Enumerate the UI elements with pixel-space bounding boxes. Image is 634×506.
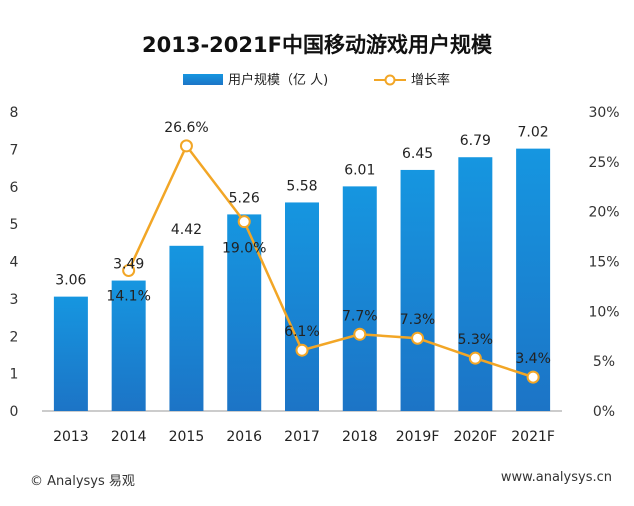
bar	[458, 157, 493, 411]
axes: 0 1 2 3 4 5 6 7 8 0% 5% 10% 15% 20% 25% 30% 2013 2014 2015…	[10, 105, 620, 445]
legend: 用户规模（亿 人) 增长率	[183, 72, 450, 88]
bar-value-label: 7.02	[518, 125, 549, 141]
growth-value-label: 6.1%	[284, 324, 320, 340]
legend-line-label: 增长率	[411, 72, 450, 88]
x-tick-label: 2020F	[453, 429, 497, 445]
footer-url: www.analysys.cn	[500, 470, 612, 485]
growth-value-label: 14.1%	[106, 288, 150, 304]
y-left-tick-label: 1	[10, 367, 19, 383]
x-tick-label: 2019F	[396, 429, 440, 445]
y-left-tick-label: 7	[10, 142, 19, 158]
growth-point	[122, 263, 136, 277]
y-right-tick-label: 30%	[588, 105, 619, 121]
bar-value-label: 6.45	[402, 146, 433, 162]
bar	[285, 202, 319, 411]
growth-point	[468, 351, 482, 365]
y-left-tick-label: 2	[10, 329, 19, 345]
growth-point	[295, 343, 309, 357]
growth-value-label: 7.3%	[400, 312, 436, 328]
growth-point	[237, 215, 251, 229]
y-left-tick-label: 8	[10, 105, 19, 121]
y-right-tick-label: 25%	[588, 155, 619, 171]
x-tick-label: 2018	[342, 429, 378, 445]
growth-value-label: 7.7%	[342, 308, 378, 324]
bar-series	[53, 148, 551, 411]
bar	[516, 148, 551, 411]
x-tick-label: 2017	[284, 429, 320, 445]
bar	[111, 280, 146, 411]
y-right-tick-label: 15%	[588, 255, 619, 271]
growth-value-label: 26.6%	[164, 120, 208, 136]
legend-bar-label: 用户规模（亿 人)	[228, 72, 328, 88]
y-left-tick-label: 3	[10, 292, 19, 308]
footer-copyright: © Analysys 易观	[30, 474, 135, 489]
growth-point	[411, 331, 425, 345]
bar-value-label: 3.49	[113, 257, 144, 273]
y-right-tick-label: 5%	[593, 354, 615, 370]
bar-value-label: 5.26	[229, 190, 260, 206]
x-tick-label: 2021F	[511, 429, 555, 445]
y-right-tick-label: 20%	[588, 205, 619, 221]
growth-point	[353, 327, 367, 341]
y-left-tick-label: 5	[10, 217, 19, 233]
bar	[400, 169, 435, 411]
x-tick-label: 2016	[226, 429, 262, 445]
y-left-tick-label: 4	[10, 255, 19, 271]
data-labels: 3.06 3.49 4.42 5.26 5.58 6.01 6.45 6.79 7.02 14.1…	[55, 120, 551, 367]
growth-point	[179, 139, 193, 153]
growth-point	[526, 370, 540, 384]
bar	[53, 296, 88, 411]
x-tick-label: 2013	[53, 429, 89, 445]
x-tick-label: 2014	[111, 429, 147, 445]
bar-value-label: 4.42	[171, 222, 202, 238]
bar	[169, 245, 204, 411]
bar-value-label: 6.79	[460, 133, 491, 149]
bar-value-label: 5.58	[286, 178, 317, 194]
growth-value-label: 5.3%	[458, 332, 494, 348]
growth-line-series	[122, 139, 540, 384]
bar-value-label: 3.06	[55, 273, 86, 289]
legend-bar-swatch	[183, 74, 223, 85]
chart-title: 2013-2021F中国移动游戏用户规模	[142, 33, 493, 57]
y-left-tick-label: 6	[10, 180, 19, 196]
legend-line-marker	[384, 74, 396, 86]
x-tick-label: 2015	[169, 429, 205, 445]
growth-value-label: 19.0%	[222, 241, 266, 257]
y-left-tick-label: 0	[10, 404, 19, 420]
growth-value-label: 3.4%	[515, 351, 551, 367]
y-right-tick-label: 10%	[588, 304, 619, 320]
y-right-tick-label: 0%	[593, 404, 615, 420]
growth-line	[127, 143, 534, 379]
bar-value-label: 6.01	[344, 162, 375, 178]
bar	[342, 186, 377, 411]
